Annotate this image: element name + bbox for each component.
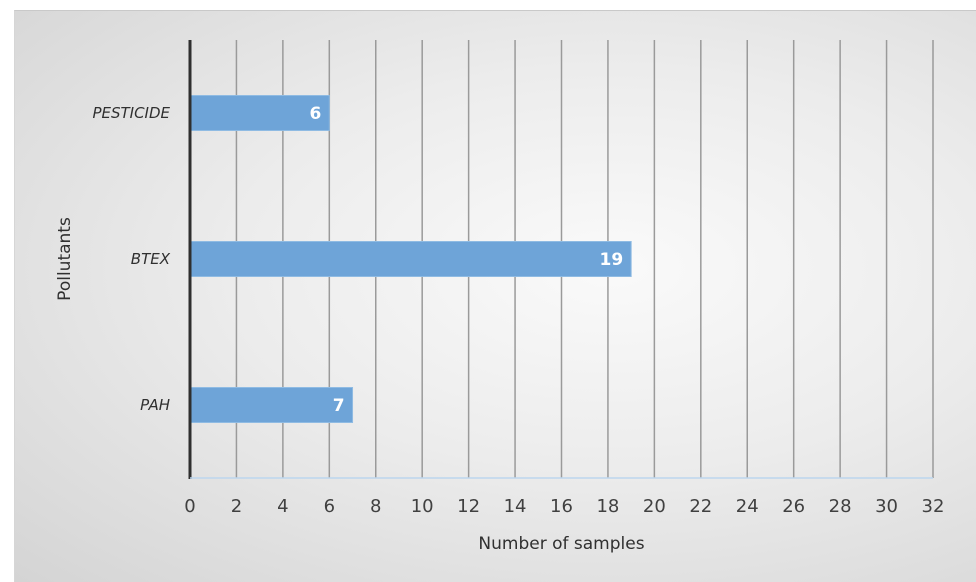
- bar-btex: [189, 241, 632, 277]
- bars: [189, 95, 632, 423]
- x-tick-label: 24: [736, 496, 759, 517]
- y-axis-title: Pollutants: [55, 217, 75, 301]
- x-tick-label: 20: [643, 496, 666, 517]
- x-tick-label: 32: [922, 496, 945, 517]
- data-label-btex: 19: [599, 250, 623, 270]
- x-tick-label: 28: [829, 496, 852, 517]
- x-tick-label: 2: [231, 496, 242, 517]
- category-label-pesticide: PESTICIDE: [92, 104, 170, 122]
- axes: [188, 40, 933, 479]
- x-tick-label: 12: [457, 496, 480, 517]
- x-tick-label: 8: [370, 496, 381, 517]
- data-label-pesticide: 6: [309, 104, 321, 124]
- bar-pesticide: [189, 95, 330, 131]
- data-label-pah: 7: [333, 396, 345, 416]
- x-tick-label: 0: [184, 496, 195, 517]
- category-label-btex: BTEX: [131, 250, 171, 268]
- x-tick-label: 30: [875, 496, 898, 517]
- x-tick-label: 14: [504, 496, 527, 517]
- chart-area: [14, 10, 976, 582]
- x-tick-label: 16: [550, 496, 573, 517]
- x-tick-label: 6: [324, 496, 335, 517]
- x-axis-title: Number of samples: [478, 534, 644, 554]
- labels: 0 2 4 6 8 10 12 14 16 18 20 22 24 26 28 30 327PAH19BTEX6…: [92, 104, 944, 517]
- x-tick-label: 22: [689, 496, 712, 517]
- x-tick-label: 18: [596, 496, 619, 517]
- bar-pah: [189, 387, 354, 423]
- category-label-pah: PAH: [140, 396, 170, 414]
- x-tick-label: 10: [411, 496, 434, 517]
- x-tick-label: 4: [277, 496, 288, 517]
- x-tick-label: 26: [782, 496, 805, 517]
